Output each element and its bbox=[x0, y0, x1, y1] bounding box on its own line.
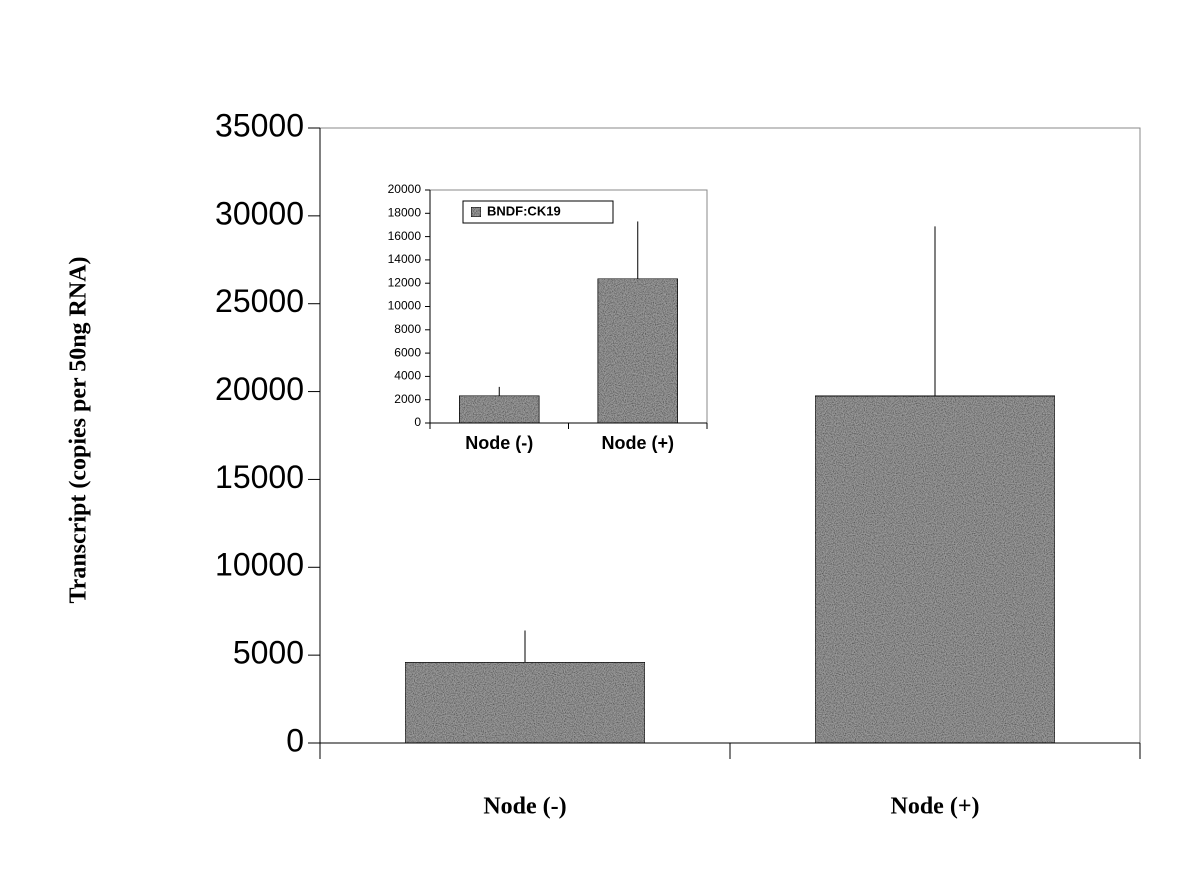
bar bbox=[458, 395, 540, 424]
y-tick-label: 5000 bbox=[233, 635, 304, 671]
x-tick-label: Node (+) bbox=[601, 433, 674, 453]
bar bbox=[404, 661, 646, 744]
y-tick-label: 20000 bbox=[388, 182, 422, 196]
y-tick-label: 25000 bbox=[215, 283, 304, 319]
plot-frame bbox=[320, 127, 1141, 743]
y-tick-label: 6000 bbox=[394, 345, 421, 359]
legend-label: BNDF:CK19 bbox=[487, 203, 561, 218]
y-axis-label: Transcript (copies per 50ng RNA) bbox=[66, 256, 92, 603]
y-tick-label: 0 bbox=[286, 722, 304, 758]
y-tick-label: 16000 bbox=[388, 229, 422, 243]
bar bbox=[814, 395, 1056, 744]
y-tick-label: 10000 bbox=[388, 299, 422, 313]
y-tick-label: 2000 bbox=[394, 392, 421, 406]
y-tick-label: 20000 bbox=[215, 371, 304, 407]
y-tick-label: 18000 bbox=[388, 205, 422, 219]
y-tick-label: 10000 bbox=[215, 547, 304, 583]
legend-box bbox=[462, 200, 614, 224]
y-tick-label: 0 bbox=[414, 415, 421, 429]
bar bbox=[597, 278, 679, 424]
y-tick-label: 12000 bbox=[388, 275, 422, 289]
y-tick-label: 14000 bbox=[388, 252, 422, 266]
y-tick-label: 35000 bbox=[215, 107, 304, 143]
legend-swatch bbox=[470, 206, 482, 218]
y-tick-label: 15000 bbox=[215, 459, 304, 495]
plot-frame bbox=[430, 189, 708, 423]
y-tick-label: 30000 bbox=[215, 195, 304, 231]
x-tick-label: Node (-) bbox=[465, 433, 533, 453]
y-tick-label: 4000 bbox=[394, 369, 421, 383]
x-tick-label: Node (-) bbox=[483, 794, 566, 820]
y-tick-label: 8000 bbox=[394, 322, 421, 336]
x-tick-label: Node (+) bbox=[891, 794, 980, 820]
